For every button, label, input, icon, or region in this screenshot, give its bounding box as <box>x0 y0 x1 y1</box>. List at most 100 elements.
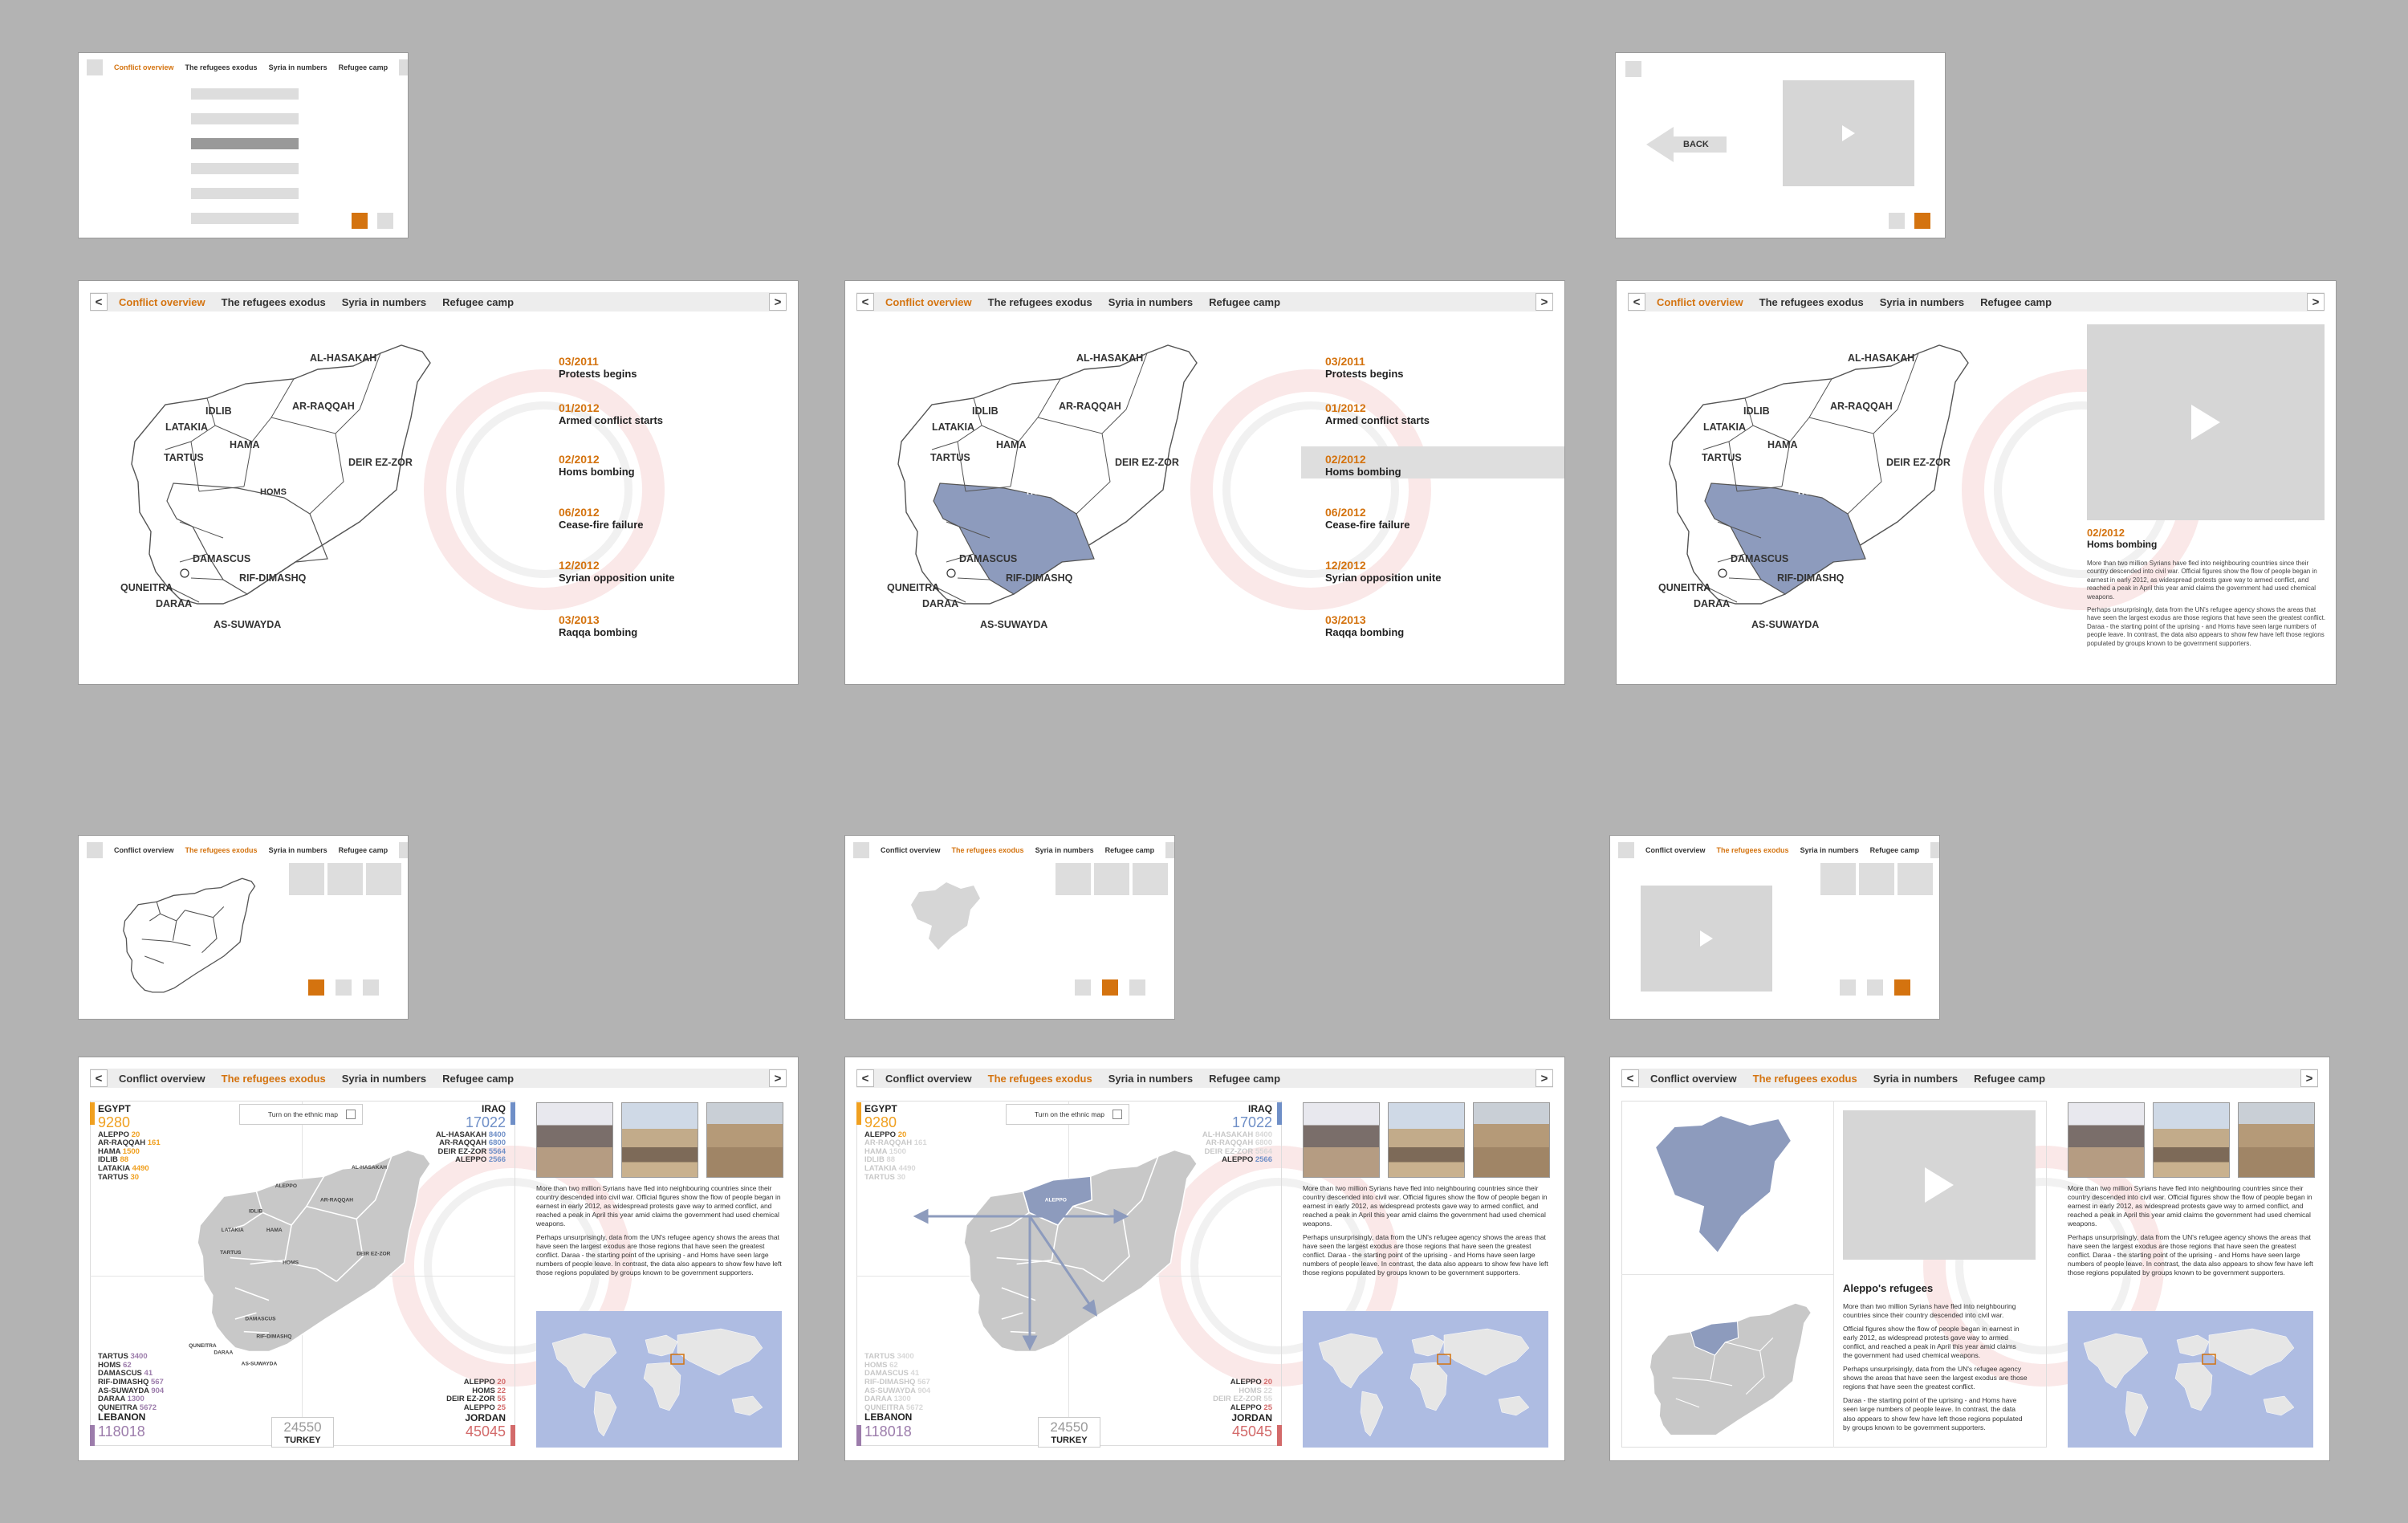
thumb[interactable] <box>1133 863 1168 895</box>
thumb[interactable] <box>366 863 401 895</box>
tab-syria-in-numbers[interactable]: Syria in numbers <box>341 1072 427 1085</box>
next-button[interactable]: > <box>1536 1069 1553 1087</box>
tab-refugees-exodus[interactable]: The refugees exodus <box>987 295 1092 308</box>
tab-refugees-exodus[interactable]: The refugees exodus <box>185 63 258 71</box>
tab-conflict-overview[interactable]: Conflict overview <box>119 1072 205 1085</box>
tab-refugees-exodus[interactable]: The refugees exodus <box>221 295 326 308</box>
aleppo-video[interactable] <box>1843 1110 2036 1260</box>
tab-conflict-overview[interactable]: Conflict overview <box>881 846 941 854</box>
timeline-item[interactable]: 06/2012 Cease-fire failure <box>535 499 798 531</box>
page-dot-active[interactable] <box>1914 213 1930 229</box>
next-button[interactable]: > <box>769 1069 787 1087</box>
photo-refugees-crowd[interactable] <box>1303 1102 1380 1178</box>
tab-syria-in-numbers[interactable]: Syria in numbers <box>1873 1072 1959 1085</box>
timeline-item[interactable]: 01/2012 Armed conflict starts <box>1301 395 1564 427</box>
tab-conflict-overview[interactable]: Conflict overview <box>885 1072 972 1085</box>
menu-button[interactable] <box>1625 61 1641 77</box>
tab-syria-in-numbers[interactable]: Syria in numbers <box>1800 846 1859 854</box>
ethnic-toggle[interactable]: Turn on the ethnic map <box>239 1104 363 1125</box>
tab-conflict-overview[interactable]: Conflict overview <box>1650 1072 1737 1085</box>
prev-button[interactable]: < <box>90 293 108 311</box>
photo-refugees-crowd[interactable] <box>536 1102 613 1178</box>
page-dot[interactable] <box>1840 979 1856 996</box>
tab-syria-in-numbers[interactable]: Syria in numbers <box>268 846 327 854</box>
tab-syria-in-numbers[interactable]: Syria in numbers <box>1108 295 1194 308</box>
thumb[interactable] <box>1820 863 1856 895</box>
tab-refugees-exodus[interactable]: The refugees exodus <box>987 1072 1092 1085</box>
timeline-item[interactable]: 12/2012 Syrian opposition unite <box>1301 552 1564 584</box>
timeline-item[interactable]: 02/2012 Homs bombing <box>535 446 798 478</box>
tab-refugee-camp[interactable]: Refugee camp <box>1104 846 1155 854</box>
tab-conflict-overview[interactable]: Conflict overview <box>1657 295 1743 308</box>
checkbox[interactable] <box>1112 1110 1122 1119</box>
photo-refugees-crowd[interactable] <box>2068 1102 2145 1178</box>
next-button[interactable]: > <box>1536 293 1553 311</box>
tab-refugee-camp[interactable]: Refugee camp <box>1980 295 2052 308</box>
menu-item[interactable] <box>191 188 299 199</box>
prev-button[interactable] <box>87 842 103 858</box>
tab-conflict-overview[interactable]: Conflict overview <box>1645 846 1706 854</box>
timeline-item[interactable]: 01/2012 Armed conflict starts <box>535 395 798 427</box>
timeline-item[interactable]: 03/2011 Protests begins <box>1301 348 1564 381</box>
world-map[interactable] <box>1303 1311 1548 1448</box>
tab-refugee-camp[interactable]: Refugee camp <box>338 846 388 854</box>
page-dot[interactable] <box>363 979 379 996</box>
back-button[interactable]: BACK <box>1646 127 1727 162</box>
tab-refugee-camp[interactable]: Refugee camp <box>1869 846 1920 854</box>
tab-syria-in-numbers[interactable]: Syria in numbers <box>1035 846 1094 854</box>
next-button[interactable]: > <box>2300 1069 2318 1087</box>
tab-refugees-exodus[interactable]: The refugees exodus <box>1716 846 1789 854</box>
page-dot[interactable] <box>1867 979 1883 996</box>
thumb[interactable] <box>1056 863 1091 895</box>
tab-refugees-exodus[interactable]: The refugees exodus <box>221 1072 326 1085</box>
page-dot[interactable] <box>336 979 352 996</box>
next-button[interactable] <box>1165 842 1174 858</box>
thumb[interactable] <box>1094 863 1129 895</box>
timeline-item[interactable]: 03/2013 Raqqa bombing <box>535 607 798 639</box>
tab-refugee-camp[interactable]: Refugee camp <box>1209 295 1281 308</box>
world-map[interactable] <box>2068 1311 2313 1448</box>
menu-item[interactable] <box>191 163 299 174</box>
thumb[interactable] <box>1859 863 1894 895</box>
timeline-item[interactable]: 03/2013 Raqqa bombing <box>1301 607 1564 639</box>
tab-refugees-exodus[interactable]: The refugees exodus <box>185 846 258 854</box>
page-dot-active[interactable] <box>1102 979 1118 996</box>
event-video[interactable] <box>2087 324 2325 520</box>
timeline-item[interactable]: 03/2011 Protests begins <box>535 348 798 381</box>
timeline-item[interactable]: 12/2012 Syrian opposition unite <box>535 552 798 584</box>
tab-syria-in-numbers[interactable]: Syria in numbers <box>341 295 427 308</box>
page-dot-active[interactable] <box>308 979 324 996</box>
prev-button[interactable] <box>853 842 869 858</box>
tab-conflict-overview[interactable]: Conflict overview <box>119 295 205 308</box>
thumb[interactable] <box>289 863 324 895</box>
tab-conflict-overview[interactable]: Conflict overview <box>114 63 174 71</box>
prev-button[interactable]: < <box>1621 1069 1639 1087</box>
video-placeholder[interactable] <box>1641 886 1772 992</box>
prev-button[interactable]: < <box>856 293 874 311</box>
page-dot[interactable] <box>1129 979 1145 996</box>
menu-item[interactable] <box>191 88 299 100</box>
next-button[interactable]: > <box>769 293 787 311</box>
prev-button[interactable] <box>87 59 103 75</box>
photo-refugee-camp[interactable] <box>706 1102 783 1178</box>
tab-syria-in-numbers[interactable]: Syria in numbers <box>268 63 327 71</box>
tab-refugee-camp[interactable]: Refugee camp <box>1209 1072 1281 1085</box>
page-dot[interactable] <box>1075 979 1091 996</box>
video-placeholder[interactable] <box>1783 80 1914 186</box>
photo-refugees-group[interactable] <box>2153 1102 2230 1178</box>
page-dot[interactable] <box>377 213 393 229</box>
thumb[interactable] <box>327 863 363 895</box>
checkbox[interactable] <box>346 1110 356 1119</box>
next-button[interactable] <box>1930 842 1939 858</box>
tab-syria-in-numbers[interactable]: Syria in numbers <box>1108 1072 1194 1085</box>
tab-refugees-exodus[interactable]: The refugees exodus <box>951 846 1024 854</box>
photo-refugee-camp[interactable] <box>2238 1102 2315 1178</box>
photo-refugee-camp[interactable] <box>1473 1102 1550 1178</box>
menu-item[interactable] <box>191 213 299 224</box>
menu-item-selected[interactable] <box>191 138 299 149</box>
menu-item[interactable] <box>191 113 299 124</box>
tab-syria-in-numbers[interactable]: Syria in numbers <box>1879 295 1965 308</box>
tab-refugees-exodus[interactable]: The refugees exodus <box>1759 295 1864 308</box>
prev-button[interactable]: < <box>90 1069 108 1087</box>
prev-button[interactable]: < <box>856 1069 874 1087</box>
